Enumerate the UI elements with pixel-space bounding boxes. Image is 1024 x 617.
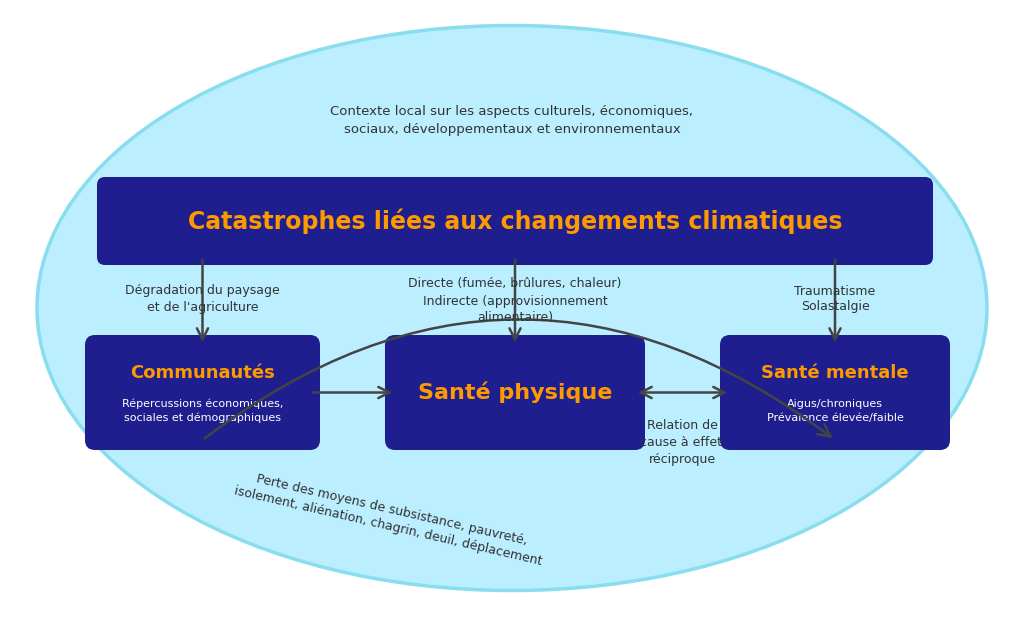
- Ellipse shape: [37, 25, 987, 590]
- Text: Répercussions économiques,
sociales et démographiques: Répercussions économiques, sociales et d…: [122, 399, 284, 423]
- Text: Catastrophes liées aux changements climatiques: Catastrophes liées aux changements clima…: [187, 209, 843, 234]
- FancyBboxPatch shape: [385, 335, 645, 450]
- FancyBboxPatch shape: [720, 335, 950, 450]
- Text: Directe (fumée, brûlures, chaleur)
Indirecte (approvisionnement
alimentaire): Directe (fumée, brûlures, chaleur) Indir…: [409, 278, 622, 325]
- FancyBboxPatch shape: [85, 335, 319, 450]
- Text: Perte des moyens de subsistance, pauvreté,
isolement, aliénation, chagrin, deuil: Perte des moyens de subsistance, pauvret…: [232, 468, 547, 568]
- Text: Dégradation du paysage
et de l'agriculture: Dégradation du paysage et de l'agricultu…: [125, 284, 280, 314]
- Text: Santé mentale: Santé mentale: [761, 364, 909, 382]
- Text: Relation de
cause à effet,
réciproque: Relation de cause à effet, réciproque: [640, 419, 725, 466]
- Text: Aigus/chroniques
Prévalence élevée/faible: Aigus/chroniques Prévalence élevée/faibl…: [767, 399, 903, 423]
- Text: Santé physique: Santé physique: [418, 382, 612, 404]
- FancyBboxPatch shape: [97, 177, 933, 265]
- Text: Communautés: Communautés: [130, 364, 274, 382]
- Text: Traumatisme
Solastalgie: Traumatisme Solastalgie: [795, 285, 876, 313]
- FancyArrowPatch shape: [205, 320, 830, 438]
- Text: Contexte local sur les aspects culturels, économiques,
sociaux, développementaux: Contexte local sur les aspects culturels…: [331, 104, 693, 136]
